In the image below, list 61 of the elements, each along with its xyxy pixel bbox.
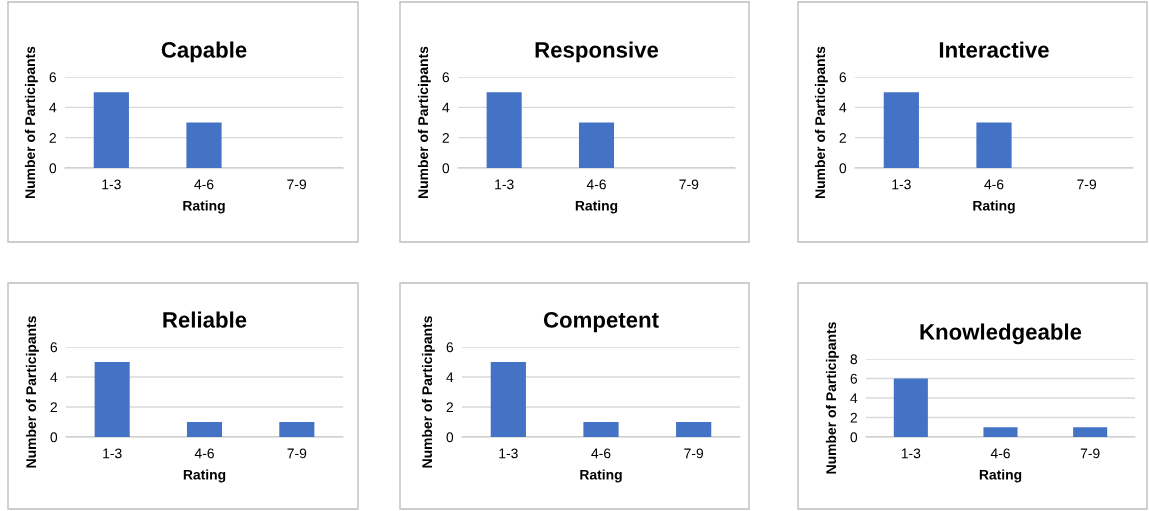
- x-tick-label: 1-3: [495, 179, 514, 190]
- y-tick-label: 0: [850, 432, 858, 443]
- chart-title: Interactive: [939, 41, 1049, 58]
- x-axis-title: Rating: [183, 200, 225, 214]
- x-axis-title: Rating: [580, 469, 622, 483]
- x-tick-label: 7-9: [684, 448, 704, 459]
- y-axis-title: Number of Participants: [814, 46, 828, 198]
- y-tick-label: 4: [49, 102, 57, 113]
- x-tick-label: 4-6: [984, 179, 1004, 190]
- chart-title: Competent: [543, 312, 659, 333]
- y-tick-label: 2: [839, 133, 846, 143]
- x-axis-title: Rating: [973, 200, 1015, 214]
- y-tick-label: 0: [442, 163, 450, 174]
- y-tick-label: 2: [49, 133, 56, 143]
- x-tick-label: 1-3: [102, 179, 121, 190]
- chart-title: Responsive: [535, 41, 659, 63]
- y-tick-label: 4: [850, 393, 858, 404]
- x-tick-label: 4-6: [990, 448, 1010, 459]
- x-axis-title: Rating: [979, 469, 1022, 483]
- x-tick-label: 7-9: [287, 448, 307, 459]
- chart-title: Reliable: [163, 311, 247, 328]
- y-tick-label: 6: [50, 342, 58, 353]
- x-tick-label: 1-3: [892, 179, 911, 190]
- y-tick-label: 2: [442, 133, 449, 143]
- y-tick-label: 4: [446, 372, 454, 383]
- y-tick-label: 6: [446, 342, 454, 353]
- x-tick-label: 7-9: [679, 179, 699, 190]
- y-axis-title: Number of Participants: [24, 46, 38, 198]
- x-tick-label: 4-6: [194, 179, 214, 190]
- x-axis-title: Rating: [575, 200, 618, 214]
- y-tick-label: 2: [850, 412, 857, 423]
- y-tick-label: 6: [850, 373, 858, 384]
- chart-title: Knowledgeable: [920, 323, 1082, 345]
- y-tick-label: 6: [442, 72, 450, 83]
- y-tick-label: 2: [50, 402, 57, 413]
- y-tick-label: 4: [442, 102, 450, 113]
- y-tick-label: 0: [839, 163, 847, 174]
- y-tick-label: 4: [839, 102, 847, 113]
- x-tick-label: 1-3: [901, 448, 921, 459]
- chart-title: Capable: [161, 41, 247, 63]
- x-tick-label: 4-6: [194, 448, 214, 459]
- y-axis-title: Number of Participants: [421, 316, 435, 468]
- x-tick-label: 1-3: [499, 448, 518, 459]
- y-axis-title: Number of Participants: [825, 322, 839, 474]
- y-tick-label: 4: [50, 372, 58, 383]
- x-tick-label: 7-9: [287, 179, 307, 190]
- y-axis-title: Number of Participants: [25, 316, 39, 468]
- y-axis-title: Number of Participants: [417, 46, 431, 198]
- y-tick-label: 0: [446, 432, 454, 443]
- x-axis-title: Rating: [183, 469, 226, 483]
- x-tick-label: 7-9: [1080, 448, 1100, 459]
- y-tick-label: 2: [446, 402, 453, 413]
- y-tick-label: 0: [50, 432, 58, 443]
- y-tick-label: 0: [49, 163, 57, 174]
- y-tick-label: 6: [49, 72, 57, 83]
- x-tick-label: 4-6: [591, 448, 611, 459]
- y-tick-label: 6: [839, 72, 847, 83]
- x-tick-label: 1-3: [103, 448, 122, 459]
- x-tick-label: 4-6: [586, 179, 606, 190]
- x-tick-label: 7-9: [1077, 179, 1097, 190]
- y-tick-label: 8: [850, 354, 858, 365]
